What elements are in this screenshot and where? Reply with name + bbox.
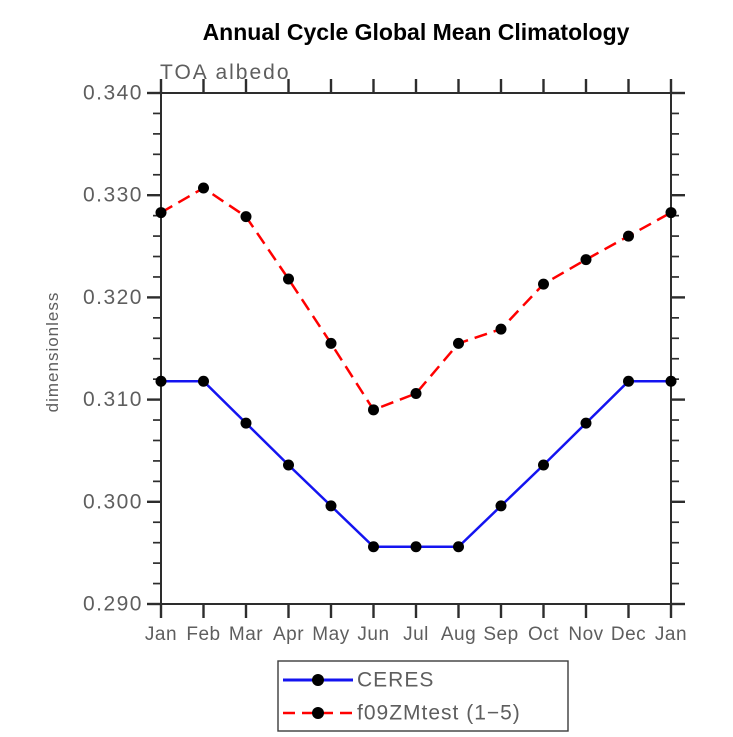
series-marker (453, 337, 464, 349)
series-line-1 (160, 186, 672, 412)
x-tick-label: Aug (441, 624, 476, 645)
series-marker (283, 273, 294, 285)
series-marker (495, 323, 507, 335)
x-tick-label: Oct (528, 624, 559, 645)
series-marker (665, 375, 677, 387)
series-marker (538, 278, 549, 290)
series-marker (495, 500, 507, 512)
series-marker (665, 207, 677, 219)
series-marker (198, 182, 209, 194)
x-tick-label: Jun (357, 624, 389, 645)
series-marker (155, 375, 167, 387)
series-marker (198, 375, 209, 387)
y-tick-label: 0.290 (83, 593, 143, 616)
series-marker (623, 230, 634, 242)
x-tick-label: May (312, 624, 349, 645)
chart-title: Annual Cycle Global Mean Climatology (203, 19, 630, 45)
legend-label: CERES (357, 669, 434, 692)
y-tick-label: 0.320 (83, 286, 143, 309)
y-tick-label: 0.300 (83, 490, 143, 513)
legend-box (277, 660, 569, 732)
series-marker (453, 541, 464, 553)
series-marker (368, 404, 379, 416)
legend-marker (312, 674, 324, 686)
series-marker (325, 337, 337, 349)
series-marker (580, 254, 592, 266)
series-marker (368, 541, 379, 553)
legend: CERES f09ZMtest (1−5) (277, 660, 569, 732)
data-series (155, 182, 677, 553)
x-tick-label: Sep (483, 624, 518, 645)
series-marker (325, 500, 337, 512)
y-tick-label: 0.310 (83, 388, 143, 411)
x-axis-ticks: Jan Feb Mar Apr May Jun Jul Aug Sep Oct Nov Dec Jan (145, 79, 687, 645)
y-tick-label: 0.330 (83, 184, 143, 207)
x-tick-label: Dec (611, 624, 646, 645)
y-axis-label: dimensionless (43, 292, 62, 413)
x-tick-label: Jan (145, 624, 177, 645)
x-tick-label: Mar (229, 624, 263, 645)
legend-marker (312, 707, 324, 719)
series-marker (538, 459, 549, 471)
series-marker (240, 211, 252, 223)
chart-subtitle: TOA albedo (160, 61, 291, 84)
series-marker (580, 417, 592, 429)
x-tick-label: Jan (655, 624, 687, 645)
series-marker (623, 375, 634, 387)
x-tick-label: Feb (186, 624, 220, 645)
axes (160, 92, 672, 605)
series-marker (410, 541, 422, 553)
y-axis-ticks: 0.290 0.300 0.310 0.320 0.330 0.340 (83, 82, 685, 616)
series-marker (155, 207, 167, 219)
x-tick-label: Nov (568, 624, 603, 645)
series-marker (410, 387, 422, 399)
y-tick-label: 0.340 (83, 82, 143, 105)
series-marker (240, 417, 252, 429)
legend-label: f09ZMtest (1−5) (357, 702, 521, 725)
series-marker (283, 459, 294, 471)
x-tick-label: Apr (273, 624, 304, 645)
series-line-0 (161, 379, 671, 549)
x-tick-label: Jul (403, 624, 429, 645)
plot-frame (160, 92, 672, 605)
